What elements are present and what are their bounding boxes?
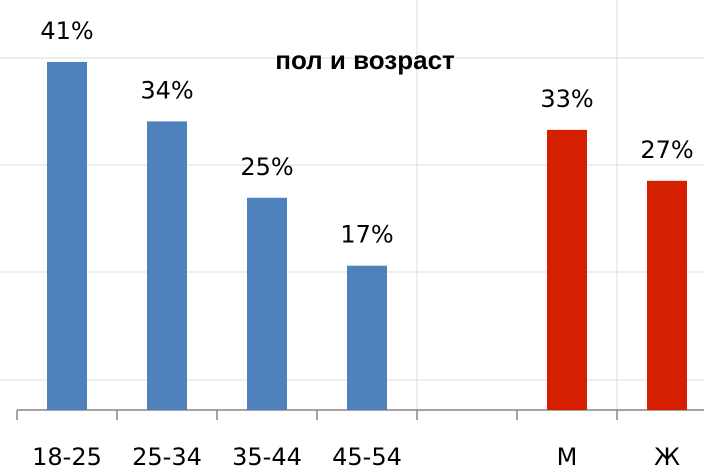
value-label: 27% xyxy=(640,136,693,164)
x-tick-label: М xyxy=(557,443,578,471)
bar xyxy=(647,180,687,410)
x-tick-label: 35-44 xyxy=(232,443,302,471)
bar xyxy=(347,265,387,410)
chart-title: пол и возраст xyxy=(275,45,455,75)
bar xyxy=(147,121,187,410)
x-tick-label: 25-34 xyxy=(132,443,202,471)
bar xyxy=(47,61,87,410)
value-label: 25% xyxy=(240,153,293,181)
x-tick-label: Ж xyxy=(654,443,680,471)
x-tick-label: 45-54 xyxy=(332,443,402,471)
bar xyxy=(547,129,587,410)
bar xyxy=(247,197,287,410)
value-label: 17% xyxy=(340,221,393,249)
x-tick-label: 18-25 xyxy=(32,443,102,471)
value-label: 33% xyxy=(540,85,593,113)
value-label: 41% xyxy=(40,17,93,45)
value-label: 34% xyxy=(140,76,193,104)
